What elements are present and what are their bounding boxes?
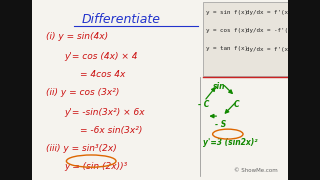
Text: dy/dx = f'(x)cos f(x): dy/dx = f'(x)cos f(x) bbox=[246, 10, 320, 15]
Text: (i) y = sin(4x): (i) y = sin(4x) bbox=[46, 32, 108, 41]
Text: = 4cos 4x: = 4cos 4x bbox=[80, 70, 125, 79]
Text: (iii) y = sin³(2x): (iii) y = sin³(2x) bbox=[46, 144, 117, 153]
Text: Differentiate: Differentiate bbox=[82, 13, 161, 26]
Text: - C: - C bbox=[197, 100, 209, 109]
Text: sin: sin bbox=[213, 82, 226, 91]
Text: © ShowMe.com: © ShowMe.com bbox=[234, 168, 277, 173]
Text: dy/dx = f'(x)sec² f(x): dy/dx = f'(x)sec² f(x) bbox=[246, 46, 320, 52]
Bar bbox=[288, 0, 320, 180]
Text: dy/dx = -f'(x)sin f(x): dy/dx = -f'(x)sin f(x) bbox=[246, 28, 320, 33]
Text: (ii) y = cos (3x²): (ii) y = cos (3x²) bbox=[46, 88, 120, 97]
Text: y = sin f(x): y = sin f(x) bbox=[206, 10, 248, 15]
Text: y = tan f(x): y = tan f(x) bbox=[206, 46, 248, 51]
Text: y = (sin (2x))³: y = (sin (2x))³ bbox=[64, 162, 127, 171]
Bar bbox=[0, 0, 32, 180]
Text: - S: - S bbox=[215, 120, 227, 129]
Text: y = cos f(x): y = cos f(x) bbox=[206, 28, 248, 33]
Bar bbox=[203, 2, 317, 76]
Text: y'= -sin(3x²) × 6x: y'= -sin(3x²) × 6x bbox=[64, 108, 145, 117]
Text: = -6x sin(3x²): = -6x sin(3x²) bbox=[80, 126, 142, 135]
Text: y'= cos (4x) × 4: y'= cos (4x) × 4 bbox=[64, 52, 138, 61]
Text: y'=3 (sin2x)²: y'=3 (sin2x)² bbox=[203, 138, 258, 147]
Bar bbox=[32, 0, 288, 180]
Text: C: C bbox=[234, 100, 240, 109]
